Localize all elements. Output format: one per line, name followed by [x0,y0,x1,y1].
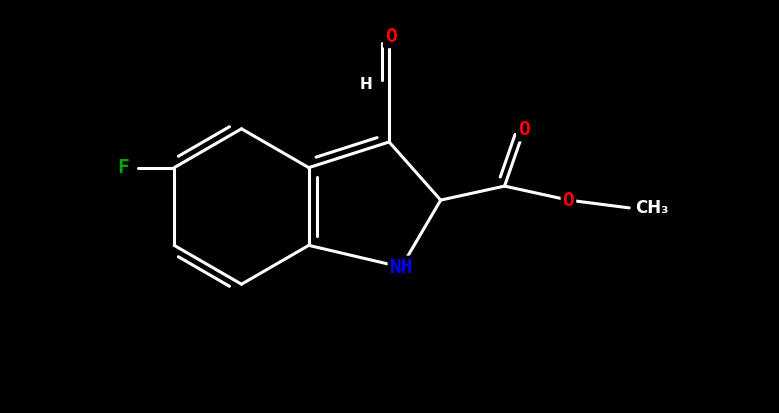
Text: F: F [118,158,129,177]
Text: NH: NH [390,258,413,277]
Text: H: H [359,77,372,92]
Text: O: O [385,27,397,46]
Text: O: O [562,191,574,210]
Text: O: O [518,121,530,140]
Text: CH₃: CH₃ [635,199,668,217]
